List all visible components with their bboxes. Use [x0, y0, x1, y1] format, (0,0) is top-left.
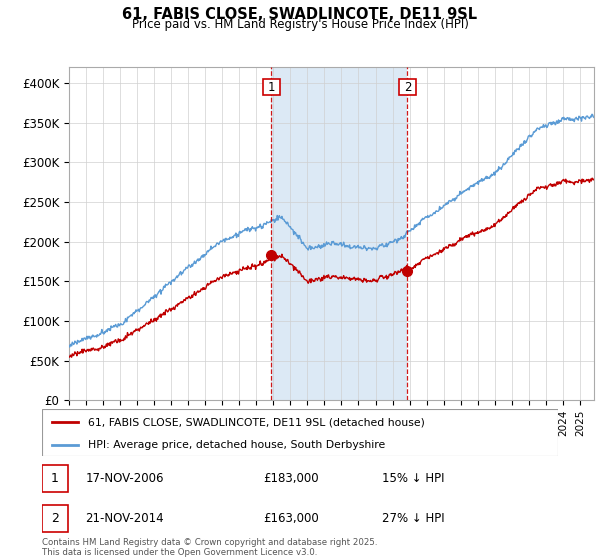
- Bar: [42, 465, 68, 492]
- Text: 27% ↓ HPI: 27% ↓ HPI: [382, 512, 445, 525]
- Text: HPI: Average price, detached house, South Derbyshire: HPI: Average price, detached house, Sout…: [88, 440, 386, 450]
- Text: 2: 2: [404, 81, 411, 94]
- Text: 15% ↓ HPI: 15% ↓ HPI: [382, 472, 445, 485]
- Text: 1: 1: [51, 472, 59, 485]
- Text: £183,000: £183,000: [263, 472, 319, 485]
- Text: 2: 2: [51, 512, 59, 525]
- Bar: [271, 67, 407, 400]
- Text: 61, FABIS CLOSE, SWADLINCOTE, DE11 9SL: 61, FABIS CLOSE, SWADLINCOTE, DE11 9SL: [122, 7, 478, 22]
- Text: 17-NOV-2006: 17-NOV-2006: [85, 472, 164, 485]
- Text: 61, FABIS CLOSE, SWADLINCOTE, DE11 9SL (detached house): 61, FABIS CLOSE, SWADLINCOTE, DE11 9SL (…: [88, 417, 425, 427]
- Text: Contains HM Land Registry data © Crown copyright and database right 2025.
This d: Contains HM Land Registry data © Crown c…: [42, 538, 377, 557]
- Text: 1: 1: [268, 81, 275, 94]
- Text: 21-NOV-2014: 21-NOV-2014: [85, 512, 164, 525]
- Text: £163,000: £163,000: [263, 512, 319, 525]
- Bar: [42, 505, 68, 533]
- Text: Price paid vs. HM Land Registry's House Price Index (HPI): Price paid vs. HM Land Registry's House …: [131, 18, 469, 31]
